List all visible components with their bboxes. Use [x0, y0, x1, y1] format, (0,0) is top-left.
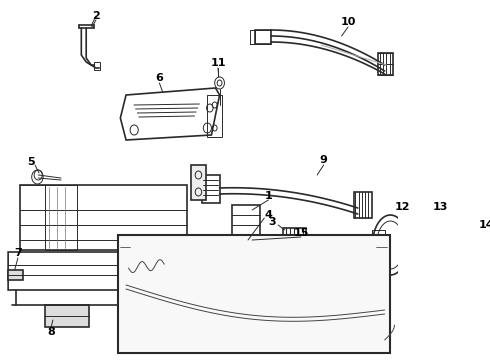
Bar	[147, 270, 155, 280]
Bar	[130, 240, 137, 248]
Bar	[232, 205, 260, 235]
Bar	[256, 290, 265, 300]
Text: 7: 7	[14, 248, 22, 258]
Bar	[118, 235, 391, 353]
Bar	[283, 228, 306, 250]
Bar	[191, 165, 206, 200]
Text: 6: 6	[155, 73, 163, 83]
Text: 14: 14	[479, 220, 490, 230]
Bar	[45, 305, 90, 327]
Text: 13: 13	[433, 202, 448, 212]
Bar	[371, 230, 385, 242]
Bar	[207, 95, 222, 137]
Bar	[285, 300, 294, 310]
Bar	[94, 62, 100, 70]
Text: 11: 11	[210, 58, 226, 68]
Text: 10: 10	[341, 17, 356, 27]
Bar	[45, 185, 77, 250]
Text: 9: 9	[320, 155, 328, 165]
Bar	[376, 242, 387, 252]
Circle shape	[433, 229, 438, 235]
Text: 8: 8	[48, 327, 55, 337]
Text: 1: 1	[265, 191, 272, 201]
Text: 12: 12	[395, 202, 410, 212]
Text: 3: 3	[269, 217, 276, 227]
Bar	[234, 238, 245, 258]
Bar	[354, 192, 371, 218]
Bar	[309, 310, 318, 320]
Text: 2: 2	[92, 11, 100, 21]
Text: 15: 15	[293, 228, 309, 238]
Bar	[216, 277, 224, 287]
Bar	[8, 270, 23, 280]
Text: 5: 5	[27, 157, 35, 167]
Bar	[20, 185, 187, 250]
Bar	[202, 175, 220, 203]
Bar	[378, 53, 393, 75]
Bar	[121, 242, 130, 252]
Bar	[171, 265, 180, 275]
Text: 4: 4	[265, 210, 272, 220]
Bar	[254, 30, 271, 44]
